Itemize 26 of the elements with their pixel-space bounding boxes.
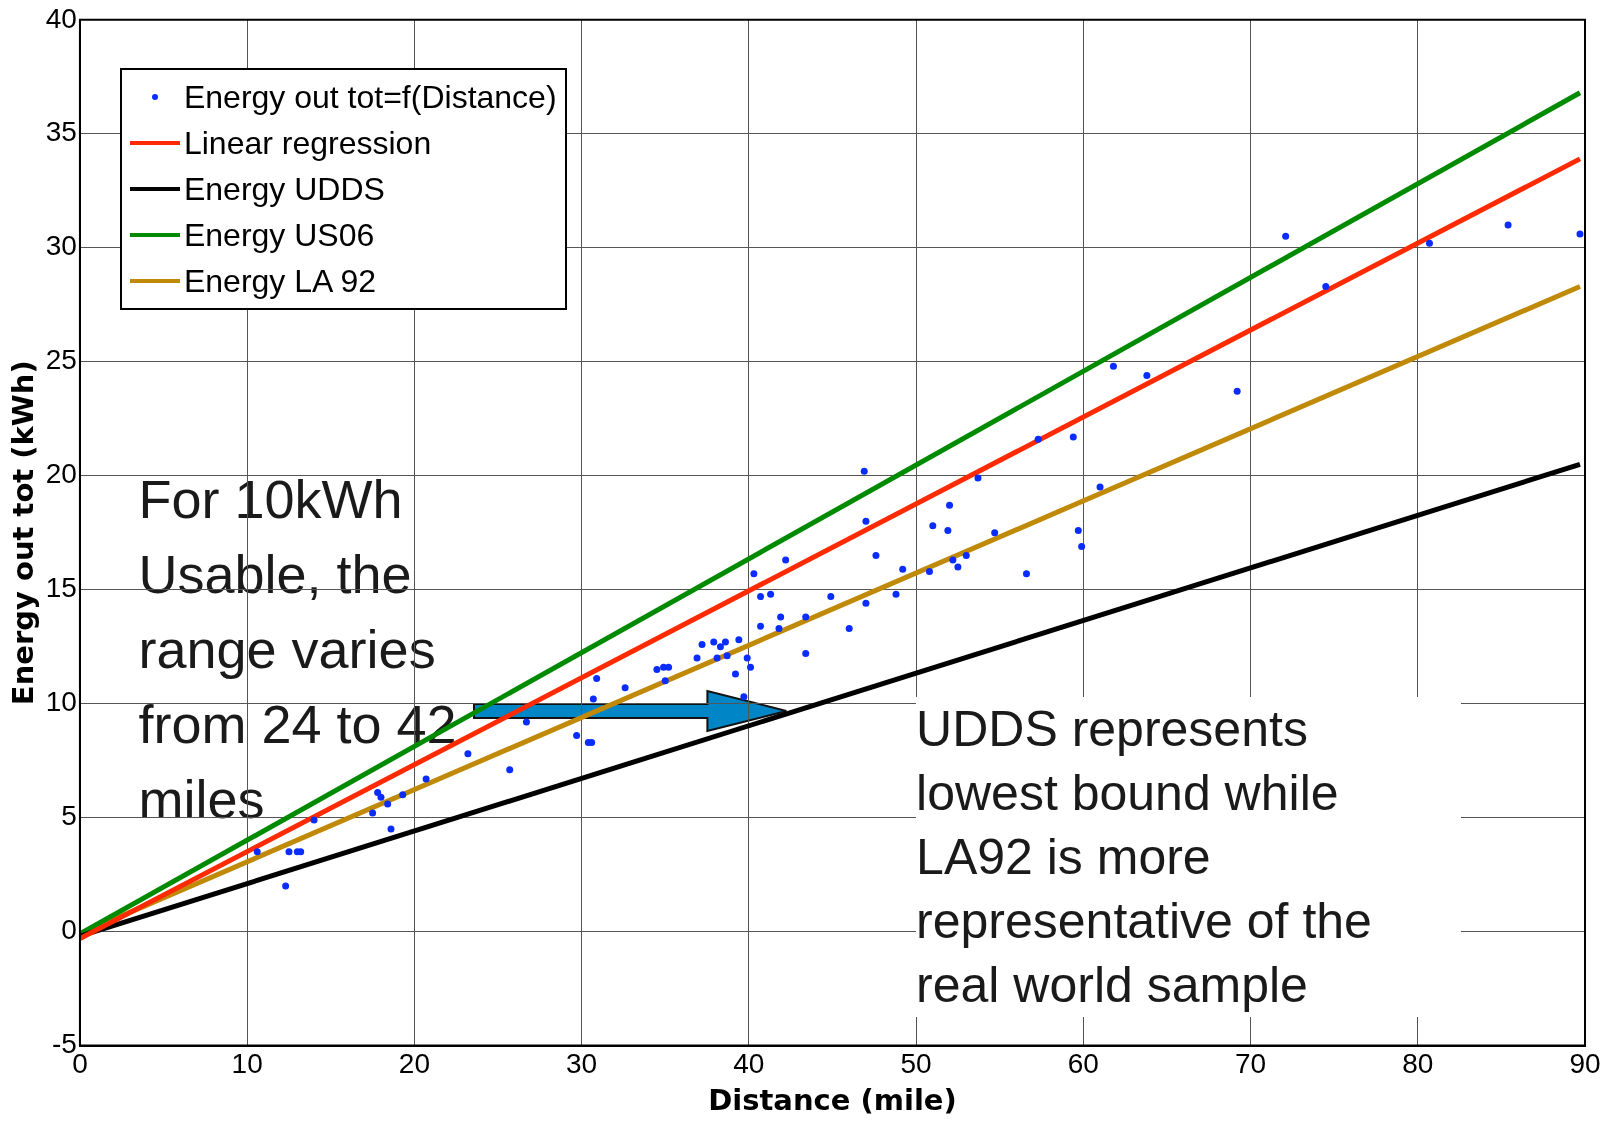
y-tick-label: 0 [61, 914, 77, 946]
y-tick-label: 30 [45, 230, 77, 262]
y-tick-label: 25 [45, 344, 77, 376]
x-tick-label: 10 [231, 1048, 263, 1080]
x-tick-label: 50 [900, 1048, 932, 1080]
y-tick-label: 40 [45, 2, 77, 34]
legend-label: Energy UDDS [183, 169, 385, 209]
y-tick-label: 35 [45, 116, 77, 148]
x-tick-label: 90 [1569, 1048, 1601, 1080]
legend-label: Energy LA 92 [183, 261, 377, 301]
x-tick-label: 60 [1067, 1048, 1099, 1080]
x-tick-label: 80 [1402, 1048, 1434, 1080]
y-tick-label: 20 [45, 458, 77, 490]
x-tick-label: 40 [733, 1048, 765, 1080]
y-axis-title: Energy out tot (kWh) [5, 360, 40, 706]
y-tick-label: 5 [61, 800, 77, 832]
legend-label: Energy out tot=f(Distance) [183, 77, 557, 117]
y-tick-label: 15 [45, 572, 77, 604]
x-tick-label: 70 [1234, 1048, 1267, 1080]
legend-label: Energy US06 [183, 215, 375, 255]
y-tick-label: 10 [45, 686, 77, 718]
legend-label: Linear regression [183, 123, 432, 163]
x-axis-title: Distance (mile) [708, 1083, 957, 1118]
x-tick-label: 30 [566, 1048, 598, 1080]
annotation: UDDS represents lowest bound while LA92 is more representative of the real world sample [916, 696, 1462, 1017]
x-tick-label: 20 [398, 1048, 430, 1080]
